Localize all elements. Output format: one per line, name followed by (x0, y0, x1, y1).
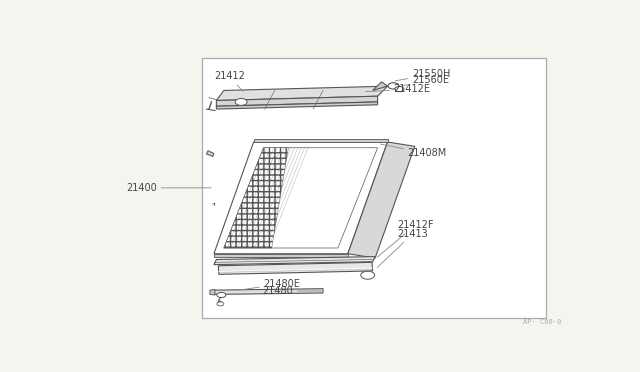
Polygon shape (210, 289, 215, 295)
Polygon shape (348, 142, 415, 258)
Circle shape (217, 302, 224, 306)
Circle shape (361, 271, 374, 279)
Circle shape (217, 292, 226, 298)
Polygon shape (214, 257, 375, 264)
Polygon shape (214, 142, 388, 254)
Circle shape (388, 83, 399, 89)
Text: 21400: 21400 (126, 183, 211, 193)
Text: 21413: 21413 (377, 229, 428, 267)
Polygon shape (218, 262, 372, 275)
Polygon shape (207, 151, 214, 156)
Text: 21412F: 21412F (377, 220, 434, 257)
Polygon shape (216, 96, 378, 106)
Text: 21480: 21480 (262, 286, 321, 296)
Text: AP· C00·0: AP· C00·0 (523, 319, 561, 326)
Polygon shape (372, 82, 388, 90)
Text: 21480E: 21480E (241, 279, 300, 290)
Polygon shape (216, 86, 388, 100)
Text: 21550H: 21550H (396, 70, 451, 81)
Polygon shape (214, 254, 348, 257)
Circle shape (395, 86, 404, 92)
Polygon shape (216, 102, 378, 109)
Polygon shape (214, 289, 323, 294)
Polygon shape (224, 148, 378, 248)
Bar (202, 58, 547, 318)
Text: 21412E: 21412E (365, 84, 431, 94)
Polygon shape (224, 148, 289, 248)
Polygon shape (253, 139, 388, 142)
Text: 21560E: 21560E (403, 76, 449, 86)
Circle shape (236, 99, 247, 105)
Text: 21412: 21412 (214, 71, 244, 91)
Text: 21408M: 21408M (380, 144, 447, 158)
